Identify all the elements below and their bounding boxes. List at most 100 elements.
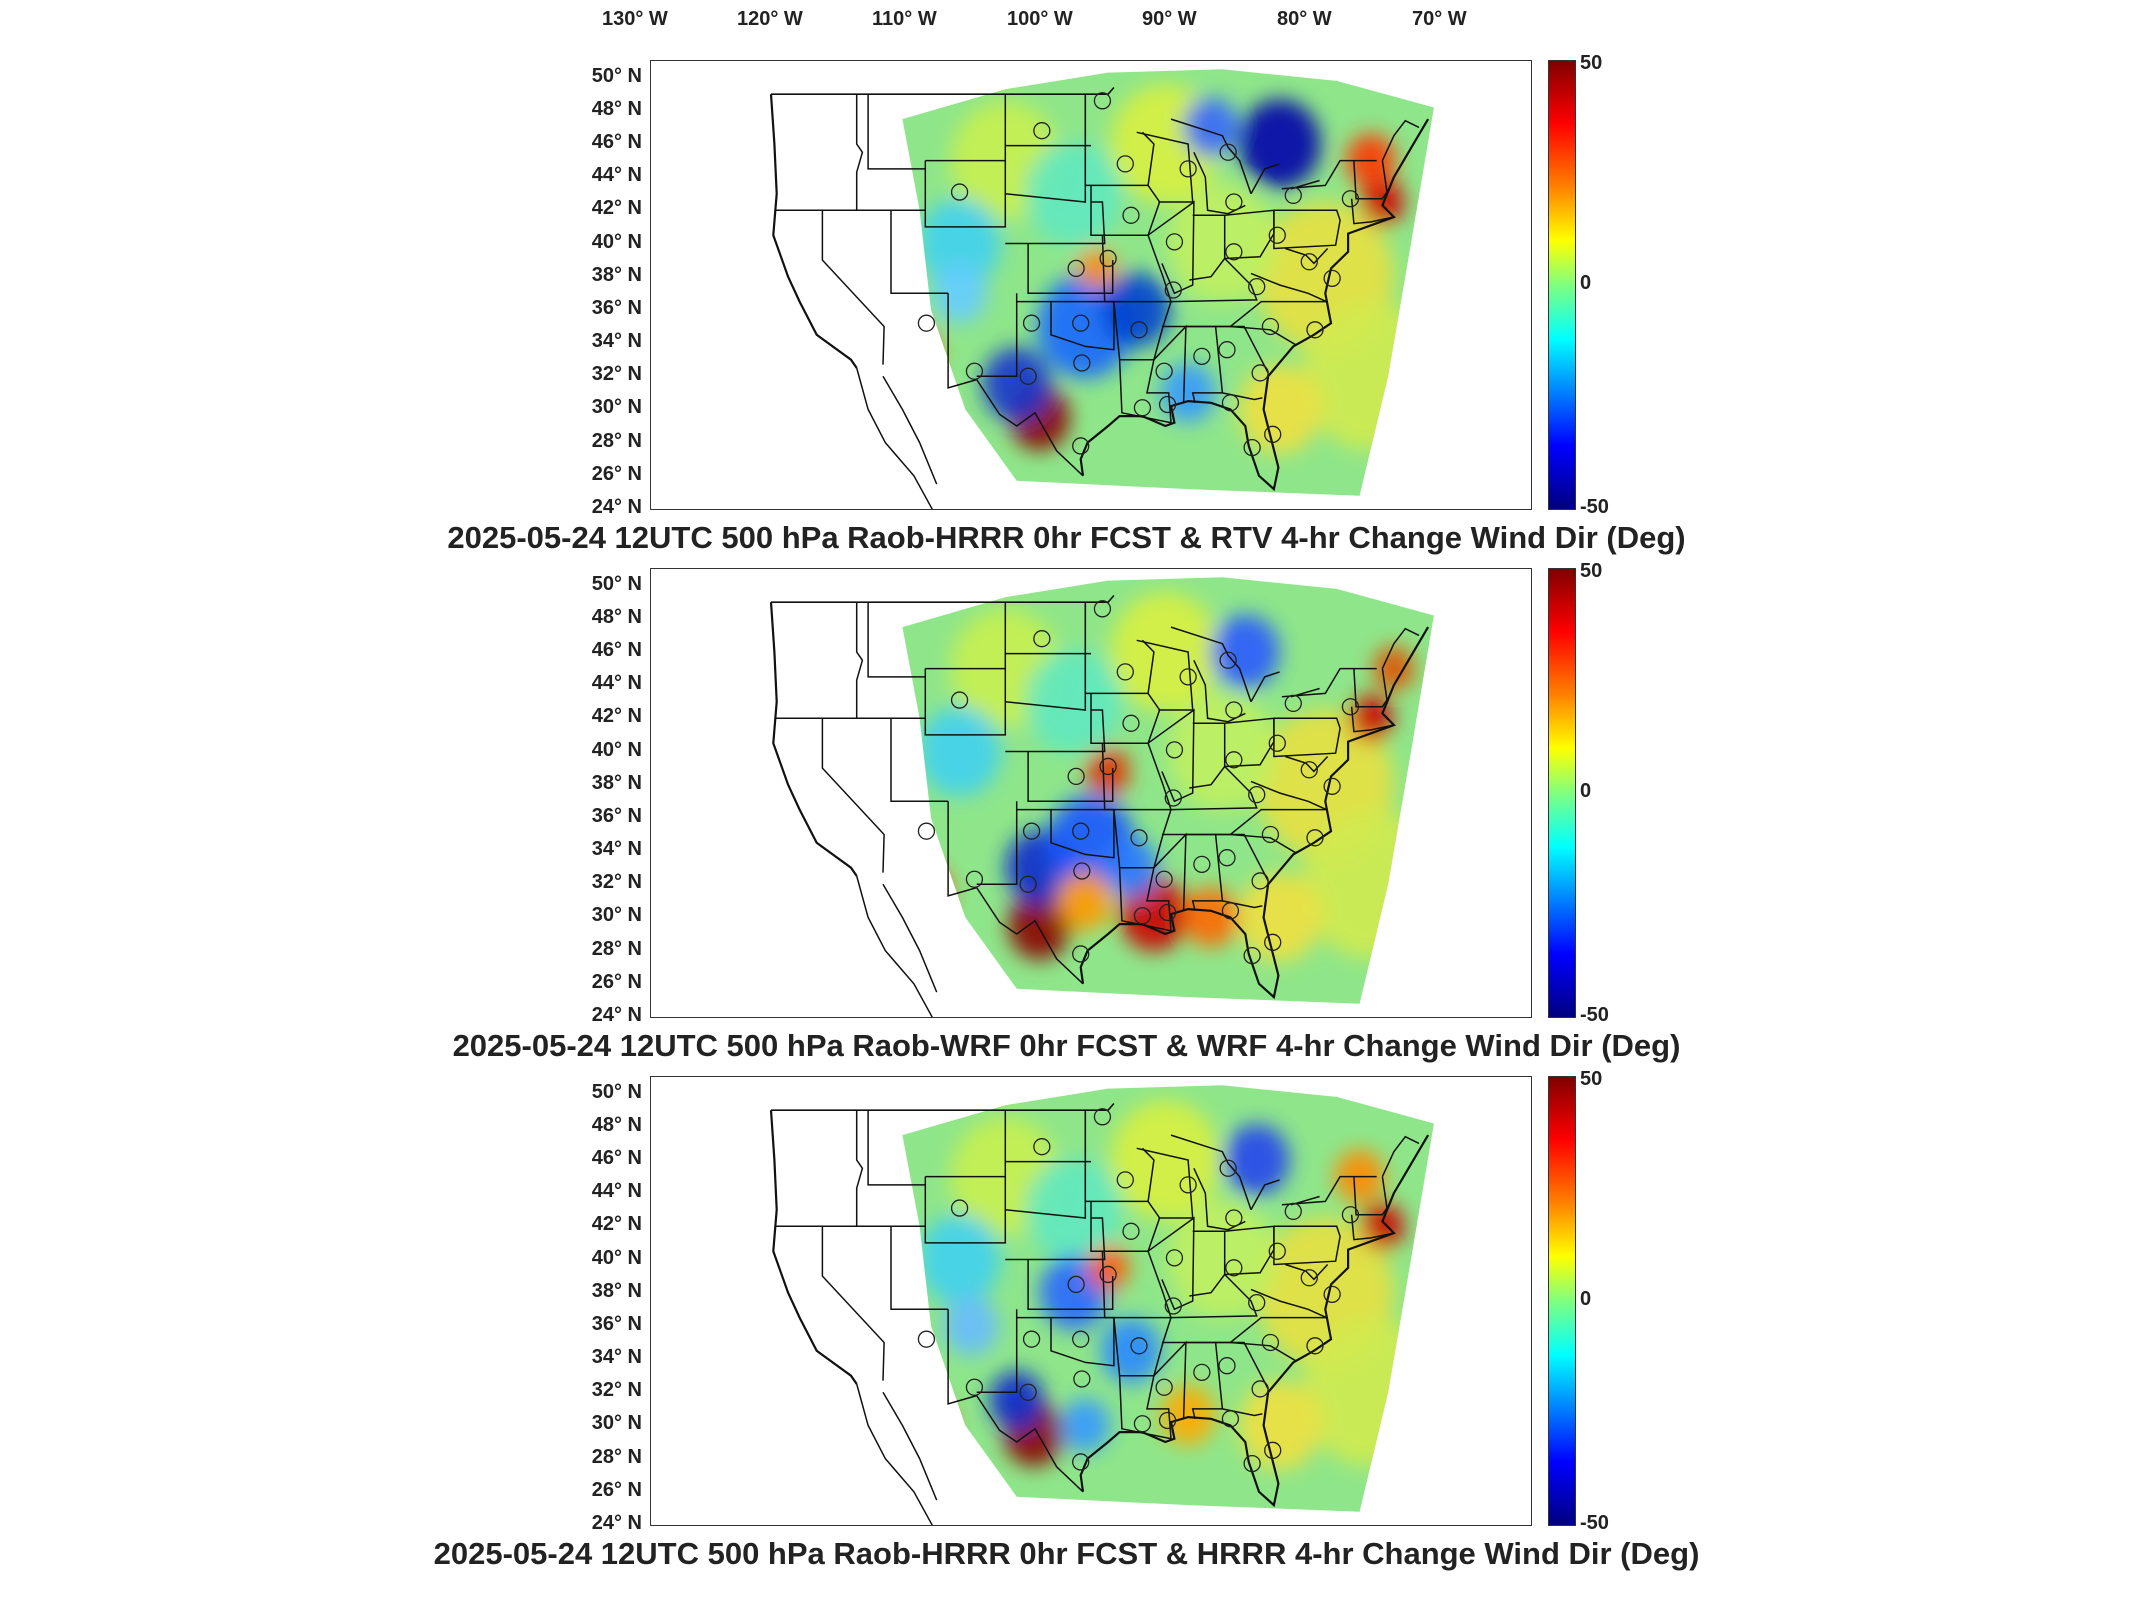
boundary-line (867, 602, 926, 678)
boundary-line (769, 94, 858, 369)
raob-station-marker (1251, 872, 1269, 890)
lat-label: 30° N (591, 904, 642, 927)
raob-station-marker (1248, 1294, 1266, 1312)
lat-label: 40° N (591, 738, 642, 761)
boundary-line (1350, 1214, 1395, 1241)
boundary-line (882, 1391, 938, 1501)
colorbar-tick-max: 50 (1580, 560, 1603, 582)
raob-station-marker (1122, 714, 1140, 732)
boundary-line (947, 1309, 977, 1405)
boundary-line (1016, 808, 1115, 859)
raob-station-marker (965, 1378, 984, 1396)
boundary-line (1353, 160, 1388, 200)
lat-label: 44° N (591, 672, 642, 695)
boundary-line (1170, 118, 1252, 194)
boundary-line (1170, 1134, 1252, 1210)
raob-station-marker (1284, 1202, 1302, 1221)
canada-border (771, 1102, 1115, 1112)
raob-station-marker (1072, 1330, 1090, 1348)
raob-station-marker (1306, 1337, 1324, 1355)
boundary-line (890, 210, 949, 295)
boundary-line (1193, 659, 1246, 723)
boundary-line (1170, 1273, 1258, 1319)
colorbar (1548, 1076, 1576, 1526)
map-area (650, 568, 1532, 1018)
raob-station-marker (1284, 694, 1302, 713)
raob-station-marker (1323, 269, 1341, 288)
lat-label: 42° N (591, 197, 642, 220)
raob-station-marker (1073, 354, 1091, 372)
lat-label: 46° N (591, 638, 642, 661)
raob-station-marker (1072, 822, 1090, 840)
raob-station-marker (1243, 1454, 1261, 1473)
raob-station-marker (1268, 226, 1286, 244)
lat-label: 32° N (591, 1379, 642, 1402)
raob-station-marker (1133, 399, 1152, 417)
lat-label: 48° N (591, 97, 642, 120)
raob-station-marker (1158, 1411, 1177, 1430)
boundary-line (855, 94, 864, 211)
map-area (650, 1076, 1532, 1526)
boundary-line (1005, 201, 1106, 245)
boundary-line (1193, 1167, 1246, 1231)
panel-title: 2025-05-24 12UTC 500 hPa Raob-HRRR 0hr F… (447, 520, 1686, 555)
boundary-line (890, 718, 949, 803)
raob-station-marker (1033, 122, 1051, 140)
boundary-line (1350, 198, 1395, 225)
boundary-line (1193, 151, 1246, 215)
boundary-line (855, 875, 933, 1017)
boundary-line (855, 367, 933, 509)
lat-label: 24° N (591, 1004, 642, 1026)
boundary-line (1147, 200, 1195, 295)
boundary-line (1281, 1175, 1377, 1206)
lat-label: 36° N (591, 1312, 642, 1335)
boundary-line (821, 210, 885, 365)
raob-station-marker (1179, 668, 1197, 686)
boundary-line (1118, 867, 1172, 932)
lat-label: 34° N (591, 838, 642, 861)
raob-station-marker (1219, 651, 1237, 669)
boundary-line (976, 1309, 1018, 1394)
lat-label: 28° N (591, 937, 642, 960)
raob-station-marker (1251, 1380, 1269, 1398)
raob-station-marker (1219, 143, 1237, 161)
boundary-line (855, 1110, 864, 1227)
raob-station-marker (1122, 206, 1140, 224)
raob-station-marker (1116, 663, 1134, 681)
boundary-line (976, 379, 1084, 477)
raob-station-marker (1155, 362, 1173, 380)
raob-station-marker (1093, 600, 1112, 618)
raob-station-marker (1019, 367, 1037, 385)
raob-station-marker (1022, 1330, 1041, 1348)
raob-station-marker (1221, 394, 1240, 412)
lon-label: 80° W (1277, 8, 1332, 30)
lat-label: 28° N (591, 1445, 642, 1468)
boundary-line (1090, 184, 1161, 236)
boundary-line (890, 1226, 949, 1311)
raob-station-marker (1122, 1222, 1140, 1240)
boundary-line (924, 667, 1007, 736)
raob-station-marker (950, 691, 969, 709)
boundary-line (1016, 1316, 1115, 1367)
boundary-line (1285, 1263, 1329, 1281)
panel-title: 2025-05-24 12UTC 500 hPa Raob-WRF 0hr FC… (452, 1028, 1681, 1063)
colorbar-tick-max: 50 (1580, 1068, 1603, 1090)
boundary-line (1250, 1288, 1327, 1319)
lat-label: 38° N (591, 771, 642, 794)
raob-station-marker (1130, 1337, 1148, 1355)
raob-station-marker (1300, 253, 1318, 271)
raob-station-marker (1323, 1285, 1341, 1304)
lat-label: 44° N (591, 1180, 642, 1203)
raob-station-marker (1243, 946, 1261, 965)
boundary-line (1147, 1216, 1195, 1311)
boundary-line (976, 293, 1018, 378)
raob-station-marker (1284, 186, 1302, 205)
raob-station-marker (1306, 829, 1324, 847)
boundary-line (867, 1110, 926, 1186)
raob-station-marker (1164, 281, 1182, 299)
lat-label: 34° N (591, 1346, 642, 1369)
raob-station-marker (1073, 862, 1091, 880)
map-svg (769, 577, 1434, 1017)
raob-station-marker (1164, 1297, 1182, 1315)
raob-station-marker (1261, 317, 1280, 336)
